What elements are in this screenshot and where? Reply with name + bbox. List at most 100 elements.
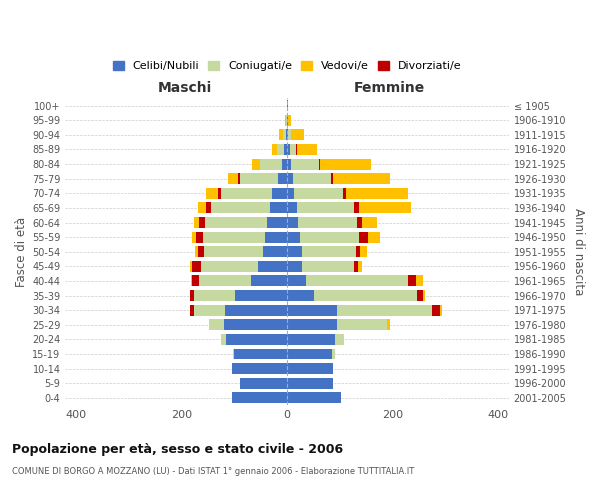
Bar bbox=[203, 232, 265, 242]
Bar bbox=[279, 130, 283, 140]
Bar bbox=[335, 334, 344, 345]
Bar bbox=[360, 246, 367, 257]
Text: Popolazione per età, sesso e stato civile - 2006: Popolazione per età, sesso e stato civil… bbox=[12, 442, 343, 456]
Y-axis label: Fasce di età: Fasce di età bbox=[15, 216, 28, 287]
Bar bbox=[251, 276, 287, 286]
Bar bbox=[232, 392, 287, 404]
Bar bbox=[191, 261, 201, 272]
Bar bbox=[287, 130, 288, 140]
Bar bbox=[206, 188, 218, 199]
Bar bbox=[440, 304, 442, 316]
Bar bbox=[287, 158, 291, 170]
Bar bbox=[357, 217, 362, 228]
Bar bbox=[283, 130, 286, 140]
Bar bbox=[287, 363, 334, 374]
Bar bbox=[287, 378, 334, 388]
Bar bbox=[416, 276, 423, 286]
Text: COMUNE DI BORGO A MOZZANO (LU) - Dati ISTAT 1° gennaio 2006 - Elaborazione TUTTI: COMUNE DI BORGO A MOZZANO (LU) - Dati IS… bbox=[12, 468, 414, 476]
Bar bbox=[196, 232, 203, 242]
Bar bbox=[190, 261, 191, 272]
Bar bbox=[333, 173, 390, 184]
Bar bbox=[287, 320, 337, 330]
Bar bbox=[432, 304, 440, 316]
Bar bbox=[293, 173, 331, 184]
Bar bbox=[218, 188, 221, 199]
Bar bbox=[287, 290, 314, 301]
Bar bbox=[252, 158, 260, 170]
Bar bbox=[282, 158, 287, 170]
Bar bbox=[288, 130, 291, 140]
Bar bbox=[265, 232, 287, 242]
Bar bbox=[314, 290, 418, 301]
Bar bbox=[287, 188, 295, 199]
Bar bbox=[359, 232, 368, 242]
Text: Femmine: Femmine bbox=[353, 82, 425, 96]
Bar bbox=[277, 144, 284, 155]
Bar bbox=[190, 290, 194, 301]
Bar bbox=[263, 246, 287, 257]
Bar bbox=[287, 173, 293, 184]
Bar bbox=[305, 276, 409, 286]
Bar bbox=[209, 320, 224, 330]
Bar bbox=[296, 144, 297, 155]
Bar bbox=[409, 276, 416, 286]
Bar bbox=[233, 348, 234, 360]
Bar bbox=[267, 217, 287, 228]
Bar bbox=[332, 348, 335, 360]
Y-axis label: Anni di nascita: Anni di nascita bbox=[572, 208, 585, 296]
Bar bbox=[287, 392, 341, 404]
Bar bbox=[302, 261, 353, 272]
Bar bbox=[198, 246, 204, 257]
Bar bbox=[234, 348, 287, 360]
Bar bbox=[331, 173, 333, 184]
Bar bbox=[291, 130, 304, 140]
Bar bbox=[287, 202, 296, 213]
Bar bbox=[356, 246, 360, 257]
Bar bbox=[194, 290, 235, 301]
Bar bbox=[199, 202, 206, 213]
Bar bbox=[296, 202, 353, 213]
Bar bbox=[346, 188, 408, 199]
Bar bbox=[298, 217, 357, 228]
Bar bbox=[284, 144, 287, 155]
Bar bbox=[287, 334, 335, 345]
Bar bbox=[225, 304, 287, 316]
Bar bbox=[287, 144, 290, 155]
Bar bbox=[286, 130, 287, 140]
Bar bbox=[270, 202, 287, 213]
Bar bbox=[288, 115, 291, 126]
Bar bbox=[201, 261, 258, 272]
Bar bbox=[191, 276, 192, 286]
Bar bbox=[287, 217, 298, 228]
Bar bbox=[353, 202, 359, 213]
Bar bbox=[368, 232, 380, 242]
Bar bbox=[206, 202, 211, 213]
Bar bbox=[195, 246, 198, 257]
Bar bbox=[287, 276, 305, 286]
Bar bbox=[287, 246, 302, 257]
Legend: Celibi/Nubili, Coniugati/e, Vedovi/e, Divorziati/e: Celibi/Nubili, Coniugati/e, Vedovi/e, Di… bbox=[113, 61, 461, 72]
Bar bbox=[194, 304, 225, 316]
Bar bbox=[204, 246, 263, 257]
Bar bbox=[272, 188, 287, 199]
Bar bbox=[300, 232, 359, 242]
Bar bbox=[287, 304, 337, 316]
Bar bbox=[287, 261, 302, 272]
Bar bbox=[287, 232, 300, 242]
Bar bbox=[353, 261, 358, 272]
Bar bbox=[199, 276, 251, 286]
Bar bbox=[287, 348, 332, 360]
Bar bbox=[358, 261, 362, 272]
Bar bbox=[343, 188, 346, 199]
Bar bbox=[232, 363, 287, 374]
Bar bbox=[229, 173, 238, 184]
Bar bbox=[199, 217, 205, 228]
Bar bbox=[226, 334, 287, 345]
Bar bbox=[319, 158, 320, 170]
Bar bbox=[290, 144, 296, 155]
Bar bbox=[221, 334, 226, 345]
Bar bbox=[258, 261, 287, 272]
Bar bbox=[205, 217, 267, 228]
Bar bbox=[194, 217, 199, 228]
Bar bbox=[291, 158, 319, 170]
